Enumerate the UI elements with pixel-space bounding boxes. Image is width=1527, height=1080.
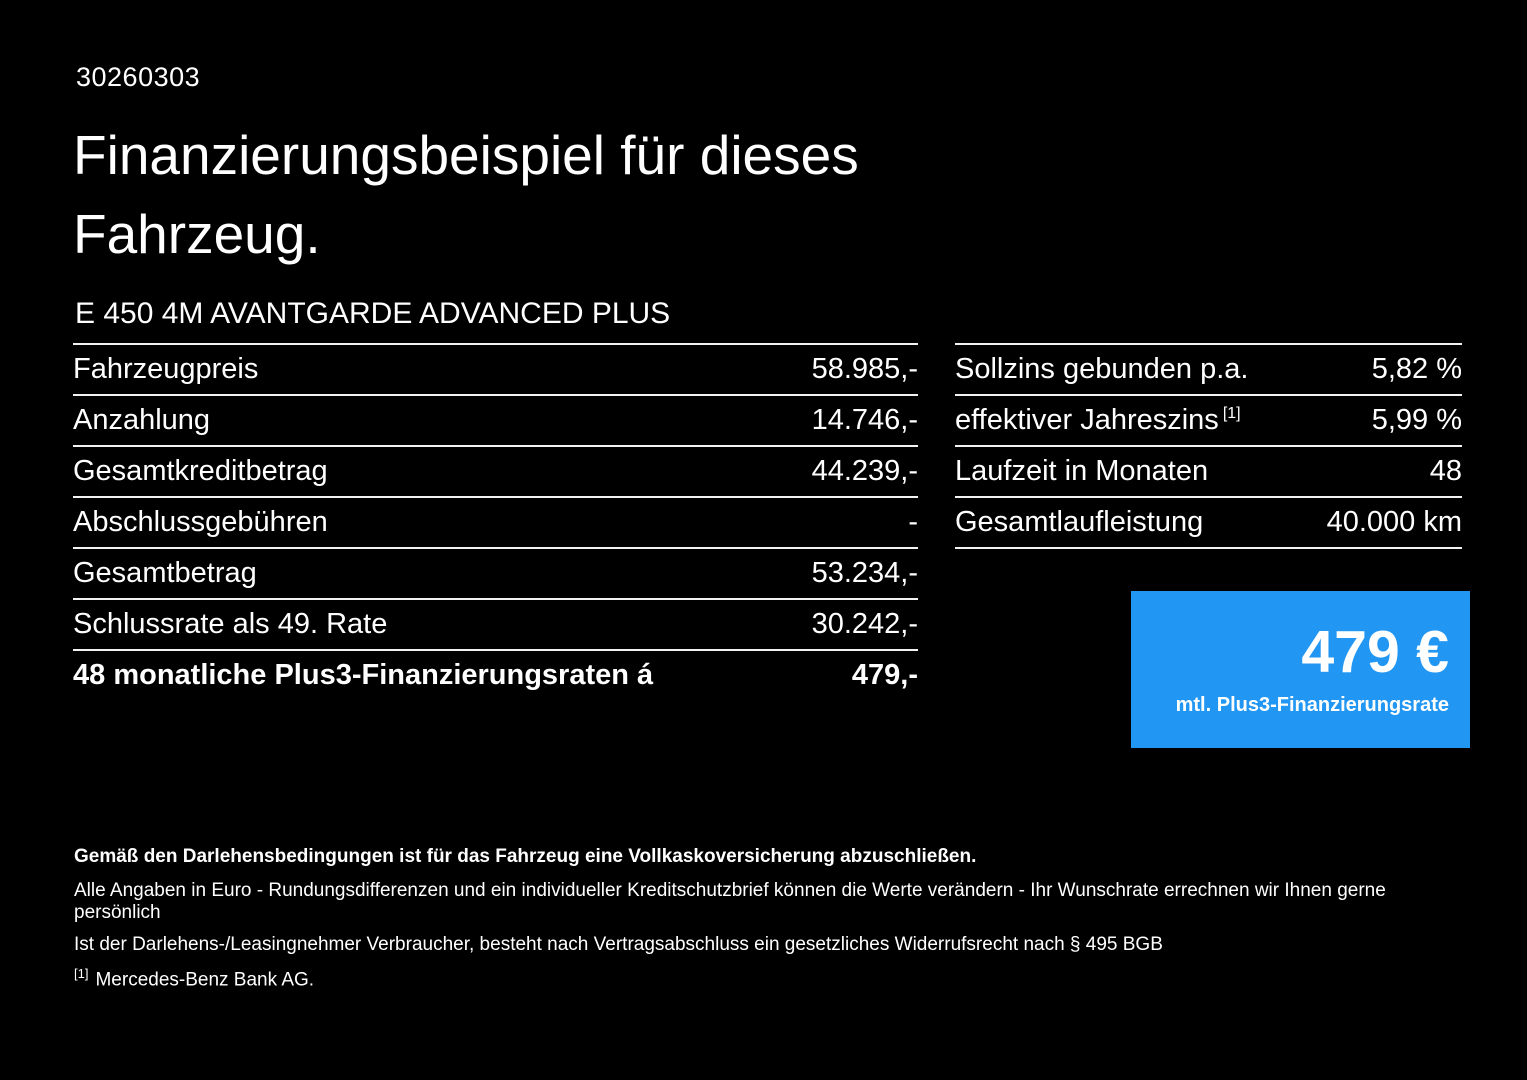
conditions-table: Sollzins gebunden p.a. 5,82 % effektiver… [955,343,1462,549]
reference-marker: [1] [74,966,89,981]
row-value: 479,- [851,659,918,691]
table-row-sollzins: Sollzins gebunden p.a. 5,82 % [955,343,1462,394]
footnote-marker: [1] [1222,405,1241,423]
row-label: Abschlussgebühren [73,506,328,538]
row-label: Anzahlung [73,404,211,436]
table-row-gesamtlaufleistung: Gesamtlaufleistung 40.000 km [955,496,1462,547]
table-row-monatliche-raten: 48 monatliche Plus3-Finanzierungsraten á… [73,649,918,700]
row-label: effektiver Jahreszins [1] [955,404,1241,437]
row-label: Sollzins gebunden p.a. [955,353,1249,385]
rate-caption: mtl. Plus3-Finanzierungsrate [1175,693,1449,716]
financing-table: Fahrzeugpreis 58.985,- Anzahlung 14.746,… [73,343,918,700]
row-label: Schlussrate als 49. Rate [73,608,388,640]
monthly-rate-box: 479 € mtl. Plus3-Finanzierungsrate [1131,591,1470,748]
row-label-text: effektiver Jahreszins [955,404,1219,436]
table-row-gesamtkreditbetrag: Gesamtkreditbetrag 44.239,- [73,445,918,496]
row-value: 5,99 % [1371,404,1462,436]
row-value: - [908,506,918,538]
row-value: 5,82 % [1371,353,1462,385]
row-label: Fahrzeugpreis [73,353,259,385]
row-value: 30.242,- [811,608,918,640]
footnotes: Gemäß den Darlehensbedingungen ist für d… [74,846,1469,991]
row-value: 58.985,- [811,353,918,385]
row-label: Gesamtbetrag [73,557,257,589]
reference-note: [1] Mercedes-Benz Bank AG. [74,966,1469,991]
table-row-schlussrate: Schlussrate als 49. Rate 30.242,- [73,598,918,649]
table-row-fahrzeugpreis: Fahrzeugpreis 58.985,- [73,343,918,394]
page-title: Finanzierungsbeispiel für dieses Fahrzeu… [73,124,859,266]
rounding-note: Alle Angaben in Euro - Rundungsdifferenz… [74,880,1386,923]
table-row-laufzeit: Laufzeit in Monaten 48 [955,445,1462,496]
insurance-note: Gemäß den Darlehensbedingungen ist für d… [74,846,977,867]
row-value: 14.746,- [811,404,918,436]
row-value: 53.234,- [811,557,918,589]
row-value: 48 [1429,455,1462,487]
row-value: 40.000 km [1326,506,1462,538]
withdrawal-note: Ist der Darlehens-/Leasingnehmer Verbrau… [74,934,1163,955]
vehicle-model: E 450 4M AVANTGARDE ADVANCED PLUS [75,297,671,330]
reference-text: Mercedes-Benz Bank AG. [95,969,315,991]
rate-amount: 479 € [1301,619,1449,686]
table-row-gesamtbetrag: Gesamtbetrag 53.234,- [73,547,918,598]
document-id: 30260303 [76,62,201,92]
row-value: 44.239,- [811,455,918,487]
row-label: 48 monatliche Plus3-Finanzierungsraten á [73,659,654,691]
table-row-effektiver-jahreszins: effektiver Jahreszins [1] 5,99 % [955,394,1462,445]
table-row-anzahlung: Anzahlung 14.746,- [73,394,918,445]
row-label: Gesamtkreditbetrag [73,455,328,487]
table-row-abschlussgebuehren: Abschlussgebühren - [73,496,918,547]
row-label: Laufzeit in Monaten [955,455,1209,487]
row-label: Gesamtlaufleistung [955,506,1204,538]
